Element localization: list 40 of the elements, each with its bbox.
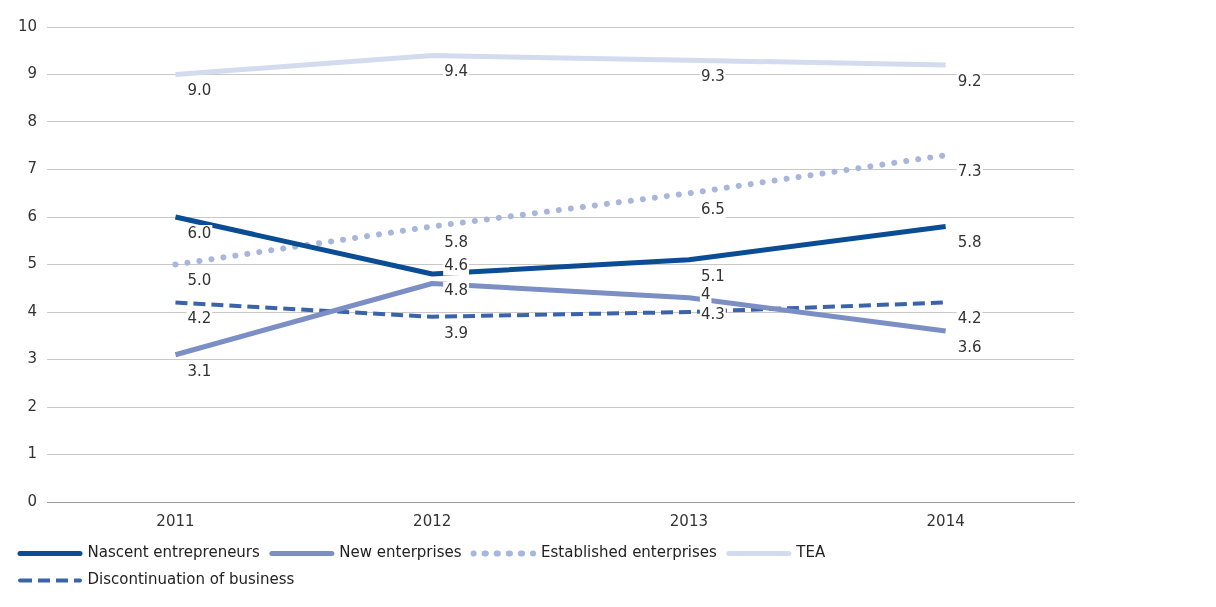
- data-label: 5.0: [187, 271, 212, 290]
- y-tick-label: 9: [27, 64, 38, 83]
- data-label: 5.1: [700, 266, 725, 285]
- data-label: 9.3: [700, 67, 725, 86]
- y-tick-label: 0: [27, 491, 38, 510]
- y-tick-label: 10: [17, 16, 38, 35]
- y-tick-label: 2: [27, 396, 38, 415]
- data-label: 9.4: [444, 62, 469, 81]
- x-tick-label: 2012: [413, 511, 452, 530]
- data-label: 5.8: [444, 233, 469, 252]
- y-tick-label: 3: [27, 349, 38, 368]
- legend-label: Discontinuation of business: [87, 570, 295, 589]
- legend-label: TEA: [795, 543, 826, 562]
- data-label: 4: [700, 284, 711, 303]
- y-tick-label: 1: [27, 444, 38, 463]
- data-label: 4.3: [700, 304, 725, 323]
- legend-label: Nascent entrepreneurs: [87, 543, 261, 562]
- y-tick-label: 5: [27, 254, 38, 273]
- data-label: 3.9: [444, 323, 469, 342]
- data-label: 6.0: [187, 223, 212, 242]
- data-label: 4.8: [444, 280, 469, 299]
- data-label: 7.3: [957, 162, 982, 181]
- data-label: 4.2: [957, 309, 982, 328]
- legend-label: New enterprises: [339, 543, 462, 562]
- data-label: 9.0: [187, 81, 212, 100]
- x-tick-label: 2014: [926, 511, 965, 530]
- data-label: 3.6: [957, 337, 982, 356]
- data-label: 3.1: [187, 361, 212, 380]
- y-tick-label: 6: [27, 206, 38, 225]
- y-tick-label: 8: [27, 111, 38, 130]
- y-tick-label: 4: [27, 301, 38, 320]
- data-label: 4.6: [444, 256, 469, 275]
- data-label: 4.2: [187, 309, 212, 328]
- y-tick-label: 7: [27, 159, 38, 178]
- data-label: 5.8: [957, 233, 982, 252]
- legend-label: Established enterprises: [541, 543, 718, 562]
- data-label: 6.5: [700, 200, 725, 219]
- x-tick-label: 2013: [669, 511, 708, 530]
- data-label: 9.2: [957, 71, 982, 90]
- x-tick-label: 2011: [156, 511, 195, 530]
